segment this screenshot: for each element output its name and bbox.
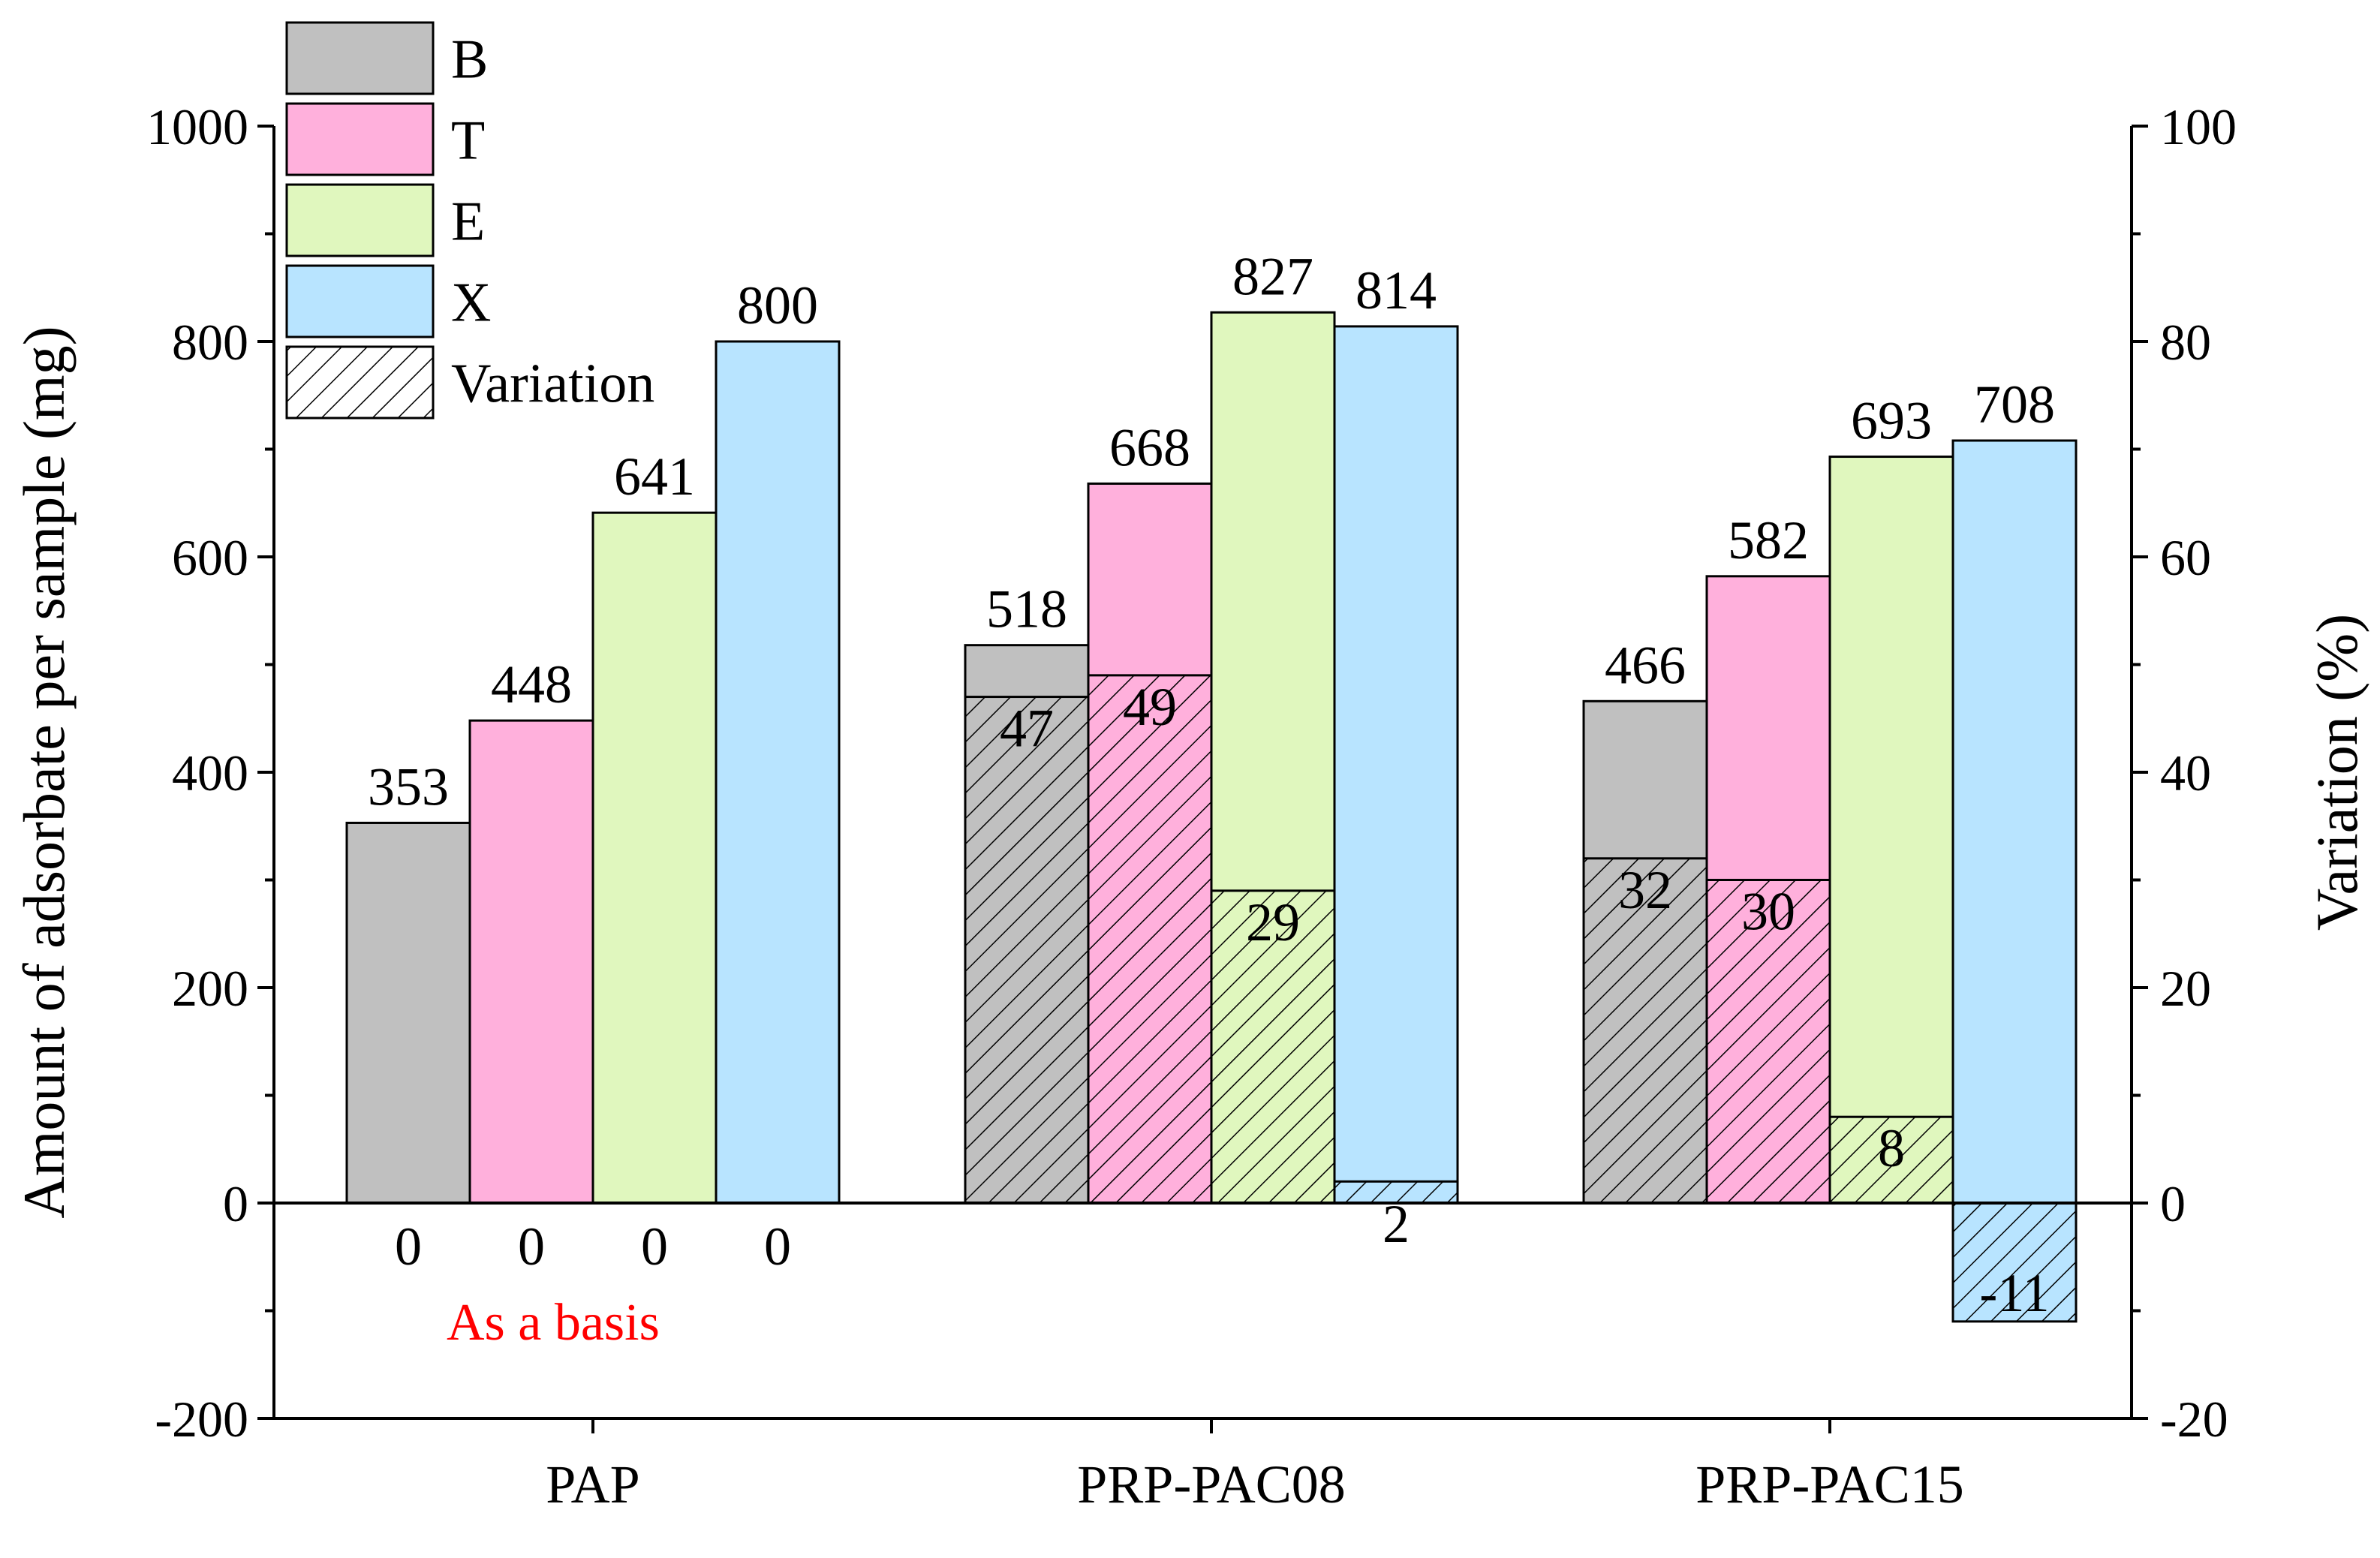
value-label-E-PRP-PAC08: 827 (1232, 246, 1313, 306)
value-label-B-PAP: 353 (368, 756, 449, 817)
variation-label-E-PRP-PAC15: 8 (1878, 1118, 1905, 1178)
bar-B-PAP (345, 821, 471, 1205)
value-labels: 353 448 641 800 518 668 827 814 466 582 693 708 (368, 246, 2055, 817)
variation-label-T-PRP-PAC08: 49 (1123, 677, 1177, 737)
basis-annotation: As a basis (447, 1294, 660, 1352)
variation-bar-T-PRP-PAC15 (1705, 879, 1831, 1205)
legend-label-T: T (451, 110, 485, 172)
x-tick-label: PAP (546, 1454, 639, 1514)
y-tick-label: 1000 (146, 98, 248, 155)
value-label-T-PRP-PAC08: 668 (1109, 417, 1190, 477)
variation-label-E-PRP-PAC08: 29 (1246, 892, 1300, 952)
variation-bar-X-PRP-PAC15 (1951, 1202, 2078, 1323)
value-label-T-PRP-PAC15: 582 (1728, 510, 1809, 570)
variation-label-T-PAP: 0 (518, 1217, 545, 1277)
bar-X-PAP (715, 340, 841, 1205)
variation-bar-X-PRP-PAC08 (1333, 1180, 1459, 1205)
legend-label-B: B (451, 29, 488, 91)
value-label-X-PAP: 800 (737, 275, 818, 335)
bar-X-PRP-PAC08 (1333, 325, 1459, 1205)
value-label-E-PRP-PAC15: 693 (1851, 391, 1932, 451)
variation-bar-B-PRP-PAC15 (1582, 857, 1708, 1205)
variation-bar-B-PRP-PAC08 (964, 696, 1090, 1205)
y2-tick-label: 20 (2160, 960, 2211, 1017)
bar-X-PRP-PAC15 (1951, 439, 2078, 1205)
y2-tick-label: 40 (2160, 744, 2211, 802)
variation-label-B-PRP-PAC15: 32 (1618, 860, 1672, 920)
legend-swatch-X (285, 264, 435, 338)
y-tick-label: 0 (223, 1175, 248, 1232)
value-label-X-PRP-PAC08: 814 (1355, 260, 1437, 320)
value-label-B-PRP-PAC15: 466 (1605, 635, 1686, 695)
value-label-T-PAP: 448 (491, 654, 572, 714)
variation-bar-T-PRP-PAC08 (1087, 674, 1213, 1205)
y2-tick-label: 60 (2160, 529, 2211, 586)
x-tick-label: PRP-PAC08 (1077, 1454, 1346, 1514)
y2-tick-label: 80 (2160, 314, 2211, 371)
variation-label-E-PAP: 0 (641, 1217, 668, 1277)
legend-swatch-T (285, 102, 435, 176)
variation-label-B-PAP: 0 (395, 1217, 422, 1277)
x-tick-label: PRP-PAC15 (1695, 1454, 1964, 1514)
legend-swatch-E (285, 183, 435, 257)
y-tick-label: -200 (155, 1391, 248, 1448)
bar-E-PAP (591, 511, 718, 1205)
legend-label-E: E (451, 191, 485, 253)
variation-label-T-PRP-PAC15: 30 (1741, 882, 1795, 942)
y2-tick-label: -20 (2160, 1391, 2228, 1448)
bar-E-PRP-PAC15 (1828, 456, 1954, 1205)
right-axis-ticks: -20 0 20 40 60 80 100 (2132, 98, 2237, 1448)
legend-swatch-variation (285, 345, 435, 420)
legend-label-X: X (451, 272, 491, 334)
variation-label-X-PAP: 0 (764, 1217, 791, 1277)
y-tick-label: 600 (172, 529, 248, 586)
y2-axis-title: Variation (%) (2304, 614, 2369, 931)
value-label-X-PRP-PAC15: 708 (1974, 374, 2055, 435)
left-axis-ticks: -200 0 200 400 600 800 1000 (146, 98, 274, 1448)
variation-label-B-PRP-PAC08: 47 (1000, 699, 1054, 759)
y2-tick-label: 0 (2160, 1175, 2186, 1232)
x-axis-ticks: PAP PRP-PAC08 PRP-PAC15 (546, 1418, 1964, 1514)
value-label-E-PAP: 641 (614, 447, 695, 507)
variation-bar-E-PRP-PAC08 (1210, 889, 1336, 1205)
value-label-B-PRP-PAC08: 518 (986, 579, 1067, 639)
y2-tick-label: 100 (2160, 98, 2237, 155)
y-tick-label: 400 (172, 744, 248, 802)
variation-label-X-PRP-PAC15: -11 (1979, 1263, 2049, 1323)
legend-swatch-B (285, 21, 435, 95)
variation-layer (964, 674, 2078, 1323)
y-tick-label: 200 (172, 960, 248, 1017)
y-tick-label: 800 (172, 314, 248, 371)
y-axis-title: Amount of adsorbate per sample (mg) (11, 326, 77, 1218)
legend-label-variation: Variation (451, 353, 654, 415)
bar-T-PAP (468, 719, 594, 1205)
variation-bar-E-PRP-PAC15 (1828, 1115, 1954, 1205)
